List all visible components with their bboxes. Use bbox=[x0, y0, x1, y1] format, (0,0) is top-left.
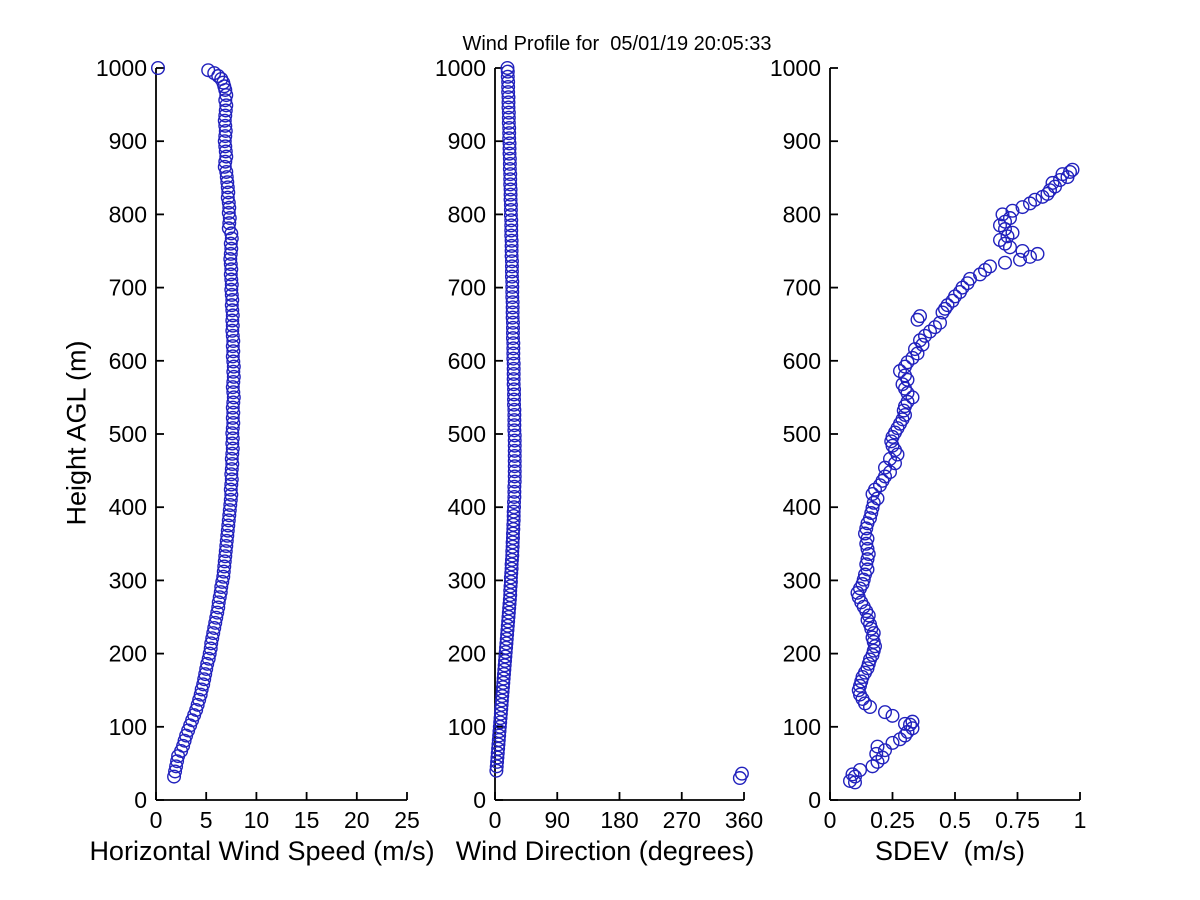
sdev-subplot: 0 0.25 0.5 0.75 1 0 100 200 300 400 500 600 700 800 90… bbox=[770, 55, 1087, 833]
y-tick-label: 0 bbox=[134, 787, 147, 813]
y-tick-label: 600 bbox=[448, 348, 486, 374]
y-tick-label: 300 bbox=[448, 567, 486, 593]
x-tick-label: 25 bbox=[394, 807, 420, 833]
y-tick-label: 1000 bbox=[96, 55, 147, 81]
y-tick-label: 900 bbox=[109, 128, 147, 154]
y-tick-label: 700 bbox=[109, 275, 147, 301]
wind-speed-series bbox=[151, 61, 241, 784]
figure-title: Wind Profile for 05/01/19 20:05:33 bbox=[462, 33, 772, 55]
y-tick-label: 800 bbox=[448, 201, 486, 227]
x-tick-label: 20 bbox=[344, 807, 370, 833]
y-tick-label: 400 bbox=[783, 494, 821, 520]
y-tick-label: 600 bbox=[109, 348, 147, 374]
y-tick-label: 0 bbox=[808, 787, 821, 813]
x-axis-label-wind-speed: Horizontal Wind Speed (m/s) bbox=[89, 836, 435, 866]
y-tick-label: 100 bbox=[783, 714, 821, 740]
x-tick-label: 360 bbox=[725, 807, 763, 833]
x-tick-label: 1 bbox=[1074, 807, 1087, 833]
y-tick-label: 100 bbox=[448, 714, 486, 740]
y-tick-label: 700 bbox=[783, 275, 821, 301]
y-tick-label: 600 bbox=[783, 348, 821, 374]
x-tick-label: 0 bbox=[150, 807, 163, 833]
y-tick-label: 1000 bbox=[435, 55, 486, 81]
x-tick-label: 5 bbox=[200, 807, 213, 833]
wind-direction-series bbox=[489, 61, 749, 786]
x-tick-label: 0 bbox=[489, 807, 502, 833]
x-tick-label: 0.25 bbox=[870, 807, 915, 833]
x-tick-label: 15 bbox=[294, 807, 320, 833]
y-tick-label: 500 bbox=[448, 421, 486, 447]
x-axis-label-sdev: SDEV (m/s) bbox=[874, 836, 1026, 866]
y-tick-label: 200 bbox=[448, 641, 486, 667]
y-tick-label: 800 bbox=[109, 201, 147, 227]
y-tick-label: 100 bbox=[109, 714, 147, 740]
y-tick-label: 500 bbox=[109, 421, 147, 447]
x-tick-label: 180 bbox=[600, 807, 638, 833]
y-tick-label: 900 bbox=[448, 128, 486, 154]
y-tick-label: 300 bbox=[783, 567, 821, 593]
y-tick-label: 200 bbox=[783, 641, 821, 667]
y-axis-label: Height AGL (m) bbox=[61, 340, 92, 526]
x-tick-label: 90 bbox=[544, 807, 570, 833]
y-tick-label: 400 bbox=[448, 494, 486, 520]
x-tick-label: 0.75 bbox=[995, 807, 1040, 833]
x-tick-label: 10 bbox=[244, 807, 270, 833]
y-tick-label: 800 bbox=[783, 201, 821, 227]
y-tick-label: 1000 bbox=[770, 55, 821, 81]
x-tick-label: 0.5 bbox=[939, 807, 971, 833]
sdev-series bbox=[843, 162, 1080, 790]
y-tick-label: 400 bbox=[109, 494, 147, 520]
y-tick-label: 0 bbox=[473, 787, 486, 813]
y-tick-label: 500 bbox=[783, 421, 821, 447]
wind-speed-subplot: 0 5 10 15 20 25 0 100 200 300 400 500 600 700 800 900 10… bbox=[96, 55, 420, 833]
x-axis-label-wind-direction: Wind Direction (degrees) bbox=[455, 836, 755, 866]
y-tick-label: 200 bbox=[109, 641, 147, 667]
y-tick-label: 300 bbox=[109, 567, 147, 593]
y-tick-label: 700 bbox=[448, 275, 486, 301]
wind-direction-subplot: 0 90 180 270 360 0 100 200 300 400 500 600 700 800 900… bbox=[435, 55, 763, 833]
x-tick-label: 270 bbox=[663, 807, 701, 833]
x-tick-label: 0 bbox=[824, 807, 837, 833]
y-tick-label: 900 bbox=[783, 128, 821, 154]
